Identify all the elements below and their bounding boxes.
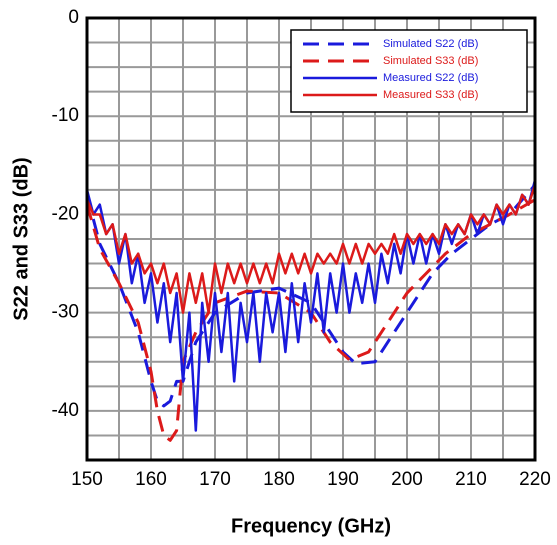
x-tick-label: 170: [199, 469, 231, 490]
x-tick-label: 200: [391, 469, 423, 490]
y-axis-label: S22 and S33 (dB): [10, 157, 32, 320]
legend-label: Simulated S33 (dB): [383, 55, 478, 67]
legend-box: [290, 29, 528, 113]
x-tick-label: 190: [327, 469, 359, 490]
y-tick-label: 0: [68, 7, 79, 28]
x-axis-label: Frequency (GHz): [231, 515, 391, 537]
x-tick-label: 220: [519, 469, 551, 490]
series-line: [87, 198, 535, 442]
legend-label: Measured S22 (dB): [383, 72, 478, 84]
x-tick-label: 210: [455, 469, 487, 490]
x-tick-label: 150: [71, 469, 103, 490]
y-tick-label: -30: [52, 302, 79, 323]
x-tick-label: 180: [263, 469, 295, 490]
legend-label: Measured S33 (dB): [383, 89, 478, 101]
series-line: [87, 184, 535, 314]
y-tick-label: -10: [52, 105, 79, 126]
legend-label: Simulated S22 (dB): [383, 38, 478, 50]
x-tick-label: 160: [135, 469, 167, 490]
y-tick-label: -40: [52, 400, 79, 421]
plot-frame: [85, 16, 537, 462]
y-tick-label: -20: [52, 203, 79, 224]
series-line: [87, 183, 535, 408]
